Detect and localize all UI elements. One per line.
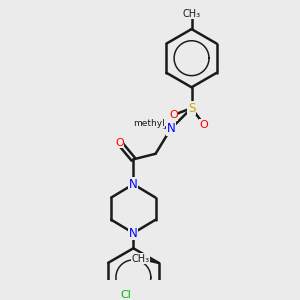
Text: O: O [115,138,124,148]
Text: CH₃: CH₃ [182,9,201,19]
Text: O: O [169,110,178,120]
Text: S: S [188,102,195,115]
Text: CH₃: CH₃ [131,254,150,264]
Text: O: O [200,120,208,130]
Text: Cl: Cl [121,290,132,300]
Text: N: N [167,122,175,135]
Text: N: N [129,226,138,239]
Text: methyl: methyl [133,119,164,128]
Text: N: N [129,178,138,191]
